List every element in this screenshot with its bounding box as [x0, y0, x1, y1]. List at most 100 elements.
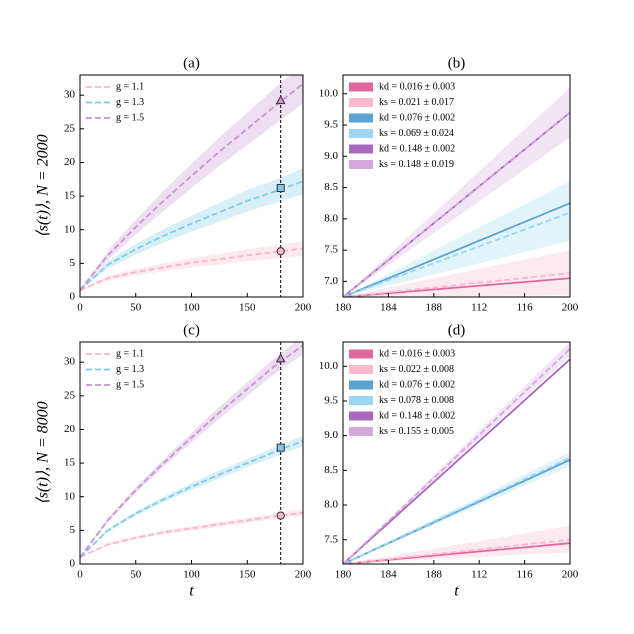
x-tick-label: 50: [130, 569, 142, 581]
x-tick-label: 180: [335, 302, 352, 314]
x-tick-label: 200: [562, 302, 579, 314]
x-tick-label: 188: [426, 569, 443, 581]
x-tick-label: 116: [517, 302, 534, 314]
y-tick-label: 20: [64, 156, 76, 168]
legend-label: kd = 0.076 ± 0.002: [379, 379, 455, 390]
series-line: [80, 344, 303, 558]
y-tick-label: 7.0: [324, 275, 338, 287]
x-tick-label: 0: [77, 569, 83, 581]
x-tick-label: 50: [130, 302, 142, 314]
plot-area: [80, 75, 303, 292]
legend-label: kd = 0.076 ± 0.002: [379, 112, 455, 123]
series-line: [343, 348, 570, 564]
series-line: [343, 111, 570, 297]
confidence-band: [80, 435, 303, 558]
y-tick-label: 7.5: [324, 533, 338, 545]
x-tick-label: 200: [295, 569, 312, 581]
x-tick-label: 116: [517, 569, 534, 581]
y-axis-label: ⟨s(t)⟩, N = 8000: [35, 401, 52, 504]
y-tick-label: 30: [64, 89, 76, 101]
confidence-band: [80, 75, 303, 291]
y-tick-label: 25: [64, 389, 76, 401]
marker: [276, 443, 285, 452]
x-tick-label: 180: [335, 569, 352, 581]
y-tick-label: 5: [70, 524, 76, 536]
marker: [276, 511, 285, 520]
confidence-band: [343, 342, 570, 564]
legend-label: g = 1.3: [116, 364, 144, 375]
legend-label: g = 1.1: [116, 81, 144, 92]
y-tick-label: 0: [70, 291, 76, 303]
y-tick-label: 8.0: [324, 499, 338, 511]
legend-label: ks = 0.148 ± 0.019: [379, 159, 454, 170]
legend-label: ks = 0.155 ± 0.005: [379, 426, 454, 437]
confidence-band: [343, 181, 570, 297]
confidence-band: [343, 250, 570, 297]
y-tick-label: 9.0: [324, 150, 338, 162]
series-line: [80, 247, 303, 292]
y-tick-label: 25: [64, 122, 76, 134]
series-line: [343, 457, 570, 564]
x-tick-label: 150: [239, 302, 256, 314]
series-line: [343, 211, 570, 297]
legend-symbol: [349, 82, 373, 92]
legend-symbol: [349, 396, 373, 405]
confidence-band: [80, 509, 303, 558]
x-tick-label: 100: [183, 302, 200, 314]
confidence-band: [80, 342, 303, 558]
marker: [275, 95, 286, 105]
legend-symbol: [349, 160, 373, 169]
x-tick-label: 184: [380, 302, 397, 314]
y-tick-label: 15: [64, 190, 76, 202]
axes-frame: [342, 341, 571, 565]
x-axis-label: t: [189, 583, 194, 600]
legend-label: g = 1.5: [116, 112, 144, 123]
panel-title: (b): [448, 55, 466, 71]
x-tick-label: 200: [562, 569, 579, 581]
legend-symbol: [349, 427, 373, 436]
legend-label: kd = 0.148 ± 0.002: [379, 143, 455, 154]
y-tick-label: 7.5: [324, 244, 338, 256]
legend-label: g = 1.3: [116, 97, 144, 108]
y-tick-label: 10: [64, 490, 76, 502]
series-line: [80, 511, 303, 559]
series-line: [80, 440, 303, 558]
legend-symbol: [349, 349, 373, 359]
y-tick-label: 8.0: [324, 212, 338, 224]
plot-area: [343, 87, 570, 297]
marker: [276, 184, 285, 193]
legend-label: ks = 0.022 ± 0.008: [379, 364, 454, 375]
legend-label: g = 1.1: [116, 348, 144, 359]
legend-symbol: [349, 365, 373, 374]
confidence-band: [343, 87, 570, 297]
legend-symbol: [349, 113, 373, 123]
confidence-band: [80, 168, 303, 291]
legend-symbol: [349, 411, 373, 421]
legend-symbol: [349, 144, 373, 154]
panel-title: (c): [183, 322, 200, 338]
legend-label: ks = 0.069 ± 0.024: [379, 128, 454, 139]
y-tick-label: 9.0: [324, 429, 338, 441]
y-tick-label: 30: [64, 356, 76, 368]
legend-label: kd = 0.016 ± 0.003: [379, 348, 455, 359]
x-axis-label: t: [454, 583, 459, 600]
series-line: [343, 358, 570, 564]
y-tick-label: 8.5: [324, 181, 338, 193]
y-tick-label: 10.0: [319, 360, 339, 372]
legend-symbol: [349, 98, 373, 107]
y-tick-label: 15: [64, 457, 76, 469]
panel-title: (d): [448, 322, 466, 338]
y-tick-label: 10: [64, 223, 76, 235]
legend-label: kd = 0.148 ± 0.002: [379, 410, 455, 421]
series-line: [343, 202, 570, 297]
series-line: [80, 83, 303, 291]
axes-frame: [342, 74, 571, 298]
y-tick-label: 9.5: [324, 119, 338, 131]
y-tick-label: 8.5: [324, 464, 338, 476]
confidence-band: [343, 452, 570, 564]
x-tick-label: 200: [295, 302, 312, 314]
legend-label: ks = 0.021 ± 0.017: [379, 97, 454, 108]
y-tick-label: 0: [70, 558, 76, 570]
y-tick-label: 20: [64, 423, 76, 435]
